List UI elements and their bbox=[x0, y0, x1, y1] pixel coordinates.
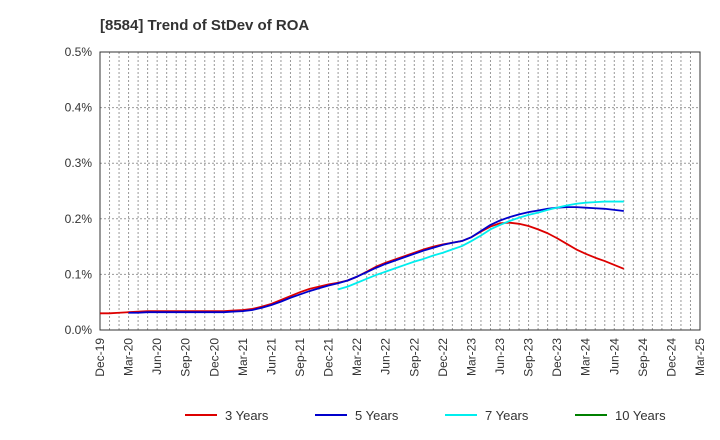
x-tick-label: Mar-20 bbox=[122, 338, 136, 376]
x-tick-label: Dec-23 bbox=[550, 338, 564, 377]
y-tick-label: 0.0% bbox=[65, 323, 93, 337]
series-line-3 bbox=[337, 200, 624, 291]
x-tick-label: Sep-22 bbox=[407, 338, 421, 377]
x-tick-label: Jun-21 bbox=[264, 338, 278, 375]
x-tick-label: Mar-23 bbox=[464, 338, 478, 376]
chart-title: [8584] Trend of StDev of ROA bbox=[100, 17, 309, 34]
y-tick-label: 0.2% bbox=[65, 212, 93, 226]
grid bbox=[100, 52, 700, 330]
y-tick-label: 0.4% bbox=[65, 101, 93, 115]
x-tick-label: Mar-25 bbox=[693, 338, 707, 376]
x-tick-label: Sep-24 bbox=[636, 338, 650, 377]
x-tick-label: Jun-20 bbox=[150, 338, 164, 375]
legend-label: 5 Years bbox=[355, 408, 399, 423]
plot-area bbox=[99, 51, 701, 331]
x-tick-label: Mar-22 bbox=[350, 338, 364, 376]
x-tick-label: Dec-19 bbox=[93, 338, 107, 377]
y-axis-ticks: 0.0% 0.1% 0.2% 0.3% 0.4% 0.5% bbox=[65, 45, 93, 337]
legend-label: 10 Years bbox=[615, 408, 666, 423]
x-tick-label: Jun-23 bbox=[493, 338, 507, 375]
x-tick-label: Sep-21 bbox=[293, 338, 307, 377]
x-tick-label: Mar-24 bbox=[579, 338, 593, 376]
x-tick-label: Dec-22 bbox=[436, 338, 450, 377]
y-tick-label: 0.1% bbox=[65, 267, 93, 281]
x-tick-label: Dec-20 bbox=[207, 338, 221, 377]
x-axis-ticks: Dec-19 Mar-20 Jun-20 Sep-20 Dec-20 Mar-21 Jun-… bbox=[93, 338, 707, 377]
legend: 3 Years 5 Years 7 Years 10 Years bbox=[185, 408, 666, 423]
series-line-2 bbox=[128, 206, 624, 314]
x-tick-label: Jun-24 bbox=[607, 338, 621, 375]
x-tick-label: Jun-22 bbox=[379, 338, 393, 375]
y-tick-label: 0.3% bbox=[65, 156, 93, 170]
legend-label: 7 Years bbox=[485, 408, 529, 423]
x-tick-label: Dec-24 bbox=[664, 338, 678, 377]
series-line-1 bbox=[100, 221, 625, 315]
y-tick-label: 0.5% bbox=[65, 45, 93, 59]
x-tick-label: Sep-23 bbox=[522, 338, 536, 377]
x-tick-label: Mar-21 bbox=[236, 338, 250, 376]
x-tick-label: Dec-21 bbox=[322, 338, 336, 377]
x-tick-label: Sep-20 bbox=[179, 338, 193, 377]
legend-label: 3 Years bbox=[225, 408, 269, 423]
series-lines bbox=[100, 200, 625, 315]
